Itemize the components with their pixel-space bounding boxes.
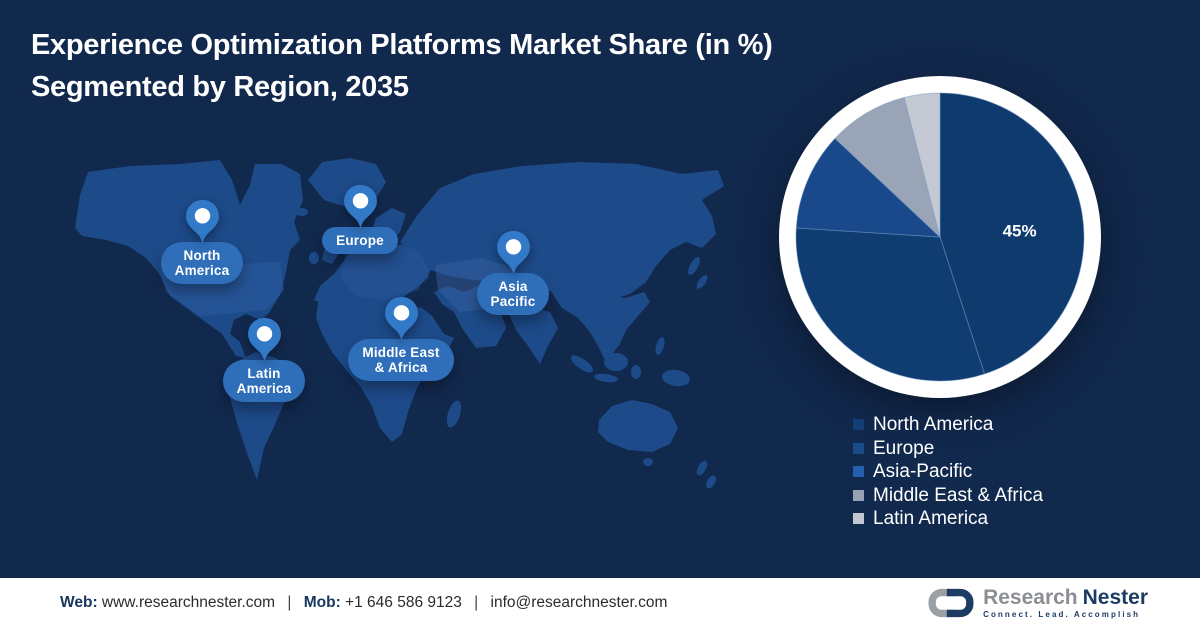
contact-info: Web: www.researchnester.com | Mob: +1 64… <box>60 594 667 612</box>
island-iceland <box>296 208 308 216</box>
brand-second-word: Nester <box>1082 586 1148 609</box>
pie-data-label: 45% <box>1003 221 1037 240</box>
location-pin-icon <box>185 199 219 244</box>
region-east-asia <box>550 290 650 362</box>
pill-text: America <box>174 263 230 278</box>
separator: | <box>474 594 479 611</box>
legend-item-asia-pacific: Asia-Pacific <box>853 460 1043 484</box>
pill-text: Asia <box>498 279 528 294</box>
continent-australia <box>598 400 678 452</box>
island-java <box>594 373 618 383</box>
phone-number: +1 646 586 9123 <box>345 594 462 611</box>
legend-swatch <box>853 419 864 431</box>
logo-text: Research Nester Connect. Lead. Accomplish <box>983 587 1148 619</box>
region-russia-siberia <box>400 162 724 300</box>
pill-text: North <box>183 248 221 263</box>
region-label-asia-pacific: Asia Pacific <box>476 273 550 315</box>
pill-text: Europe <box>336 233 384 248</box>
region-label-north-america: North America <box>160 242 244 284</box>
island-tasmania <box>643 458 653 466</box>
legend-label: Middle East & Africa <box>873 484 1044 506</box>
pie-legend: North America Europe Asia-Pacific Middle… <box>853 413 1043 531</box>
island-sumatra <box>570 355 594 373</box>
website-link[interactable]: www.researchnester.com <box>101 594 276 611</box>
region-india <box>508 306 558 364</box>
pill-text: America <box>236 381 292 396</box>
separator: | <box>287 594 292 611</box>
legend-item-middle-east-africa: Middle East & Africa <box>853 484 1043 508</box>
map-pin-middle-east-africa: Middle East & Africa <box>331 295 471 381</box>
island-philippines <box>655 337 665 355</box>
pie-slice-asia-pacific <box>795 137 942 238</box>
region-label-middle-east-africa: Middle East & Africa <box>348 339 454 381</box>
island-japan-north <box>688 256 700 276</box>
footer-bar: Web: www.researchnester.com | Mob: +1 64… <box>0 578 1200 628</box>
legend-item-north-america: North America <box>853 413 1043 437</box>
pill-text: Latin <box>247 366 281 381</box>
title-line-2: Segmented by Region, 2035 <box>31 71 409 103</box>
legend-label: Asia-Pacific <box>873 461 973 483</box>
map-pin-asia-pacific: Asia Pacific <box>443 229 583 315</box>
location-pin-icon <box>247 317 281 362</box>
pie-slice-europe <box>795 227 986 382</box>
pie-slice-north-america <box>939 92 1085 375</box>
legend-label: North America <box>873 414 994 436</box>
market-share-pie-chart: 45% <box>779 76 1101 398</box>
legend-swatch <box>853 466 864 478</box>
map-highlight-europe <box>340 242 430 300</box>
island-new-zealand-north <box>696 460 708 476</box>
brand-name: Research Nester <box>983 587 1148 608</box>
web-label: Web: <box>60 594 98 611</box>
location-pin-icon <box>343 184 377 229</box>
research-nester-logo: Research Nester Connect. Lead. Accomplish <box>928 587 1148 619</box>
title-line-1: Experience Optimization Platforms Market… <box>31 29 773 61</box>
legend-item-latin-america: Latin America <box>853 507 1043 531</box>
pie-slice-latin-america <box>903 92 941 238</box>
pill-text: & Africa <box>374 360 428 375</box>
location-pin-icon <box>384 296 418 341</box>
location-pin-icon <box>496 230 530 275</box>
brand-first-word: Research <box>983 586 1078 609</box>
continent-europe <box>314 208 432 308</box>
legend-swatch <box>853 489 864 501</box>
pie-slice-middle-east-africa <box>834 96 941 239</box>
legend-swatch <box>853 442 864 454</box>
legend-item-europe: Europe <box>853 437 1043 461</box>
legend-label: Latin America <box>873 508 989 530</box>
legend-swatch <box>853 513 864 525</box>
island-madagascar <box>446 400 462 428</box>
island-sulawesi <box>631 365 641 379</box>
page-title: Experience Optimization Platforms Market… <box>31 24 951 108</box>
pill-text: Pacific <box>490 294 536 309</box>
chain-links-icon <box>928 588 974 618</box>
legend-label: Europe <box>873 437 935 459</box>
region-label-europe: Europe <box>322 227 398 254</box>
island-new-zealand-south <box>706 475 716 489</box>
map-pin-north-america: North America <box>132 198 272 284</box>
pill-text: Middle East <box>362 345 440 360</box>
island-ireland <box>309 252 319 264</box>
island-borneo <box>604 353 628 371</box>
mobile-label: Mob: <box>303 594 341 611</box>
island-japan-south <box>696 275 708 289</box>
region-label-latin-america: Latin America <box>222 360 306 402</box>
email-link[interactable]: info@researchnester.com <box>490 594 668 611</box>
brand-tagline: Connect. Lead. Accomplish <box>983 610 1141 619</box>
island-new-guinea <box>662 369 690 387</box>
map-pin-europe: Europe <box>290 183 430 254</box>
map-pin-latin-america: Latin America <box>194 316 334 402</box>
